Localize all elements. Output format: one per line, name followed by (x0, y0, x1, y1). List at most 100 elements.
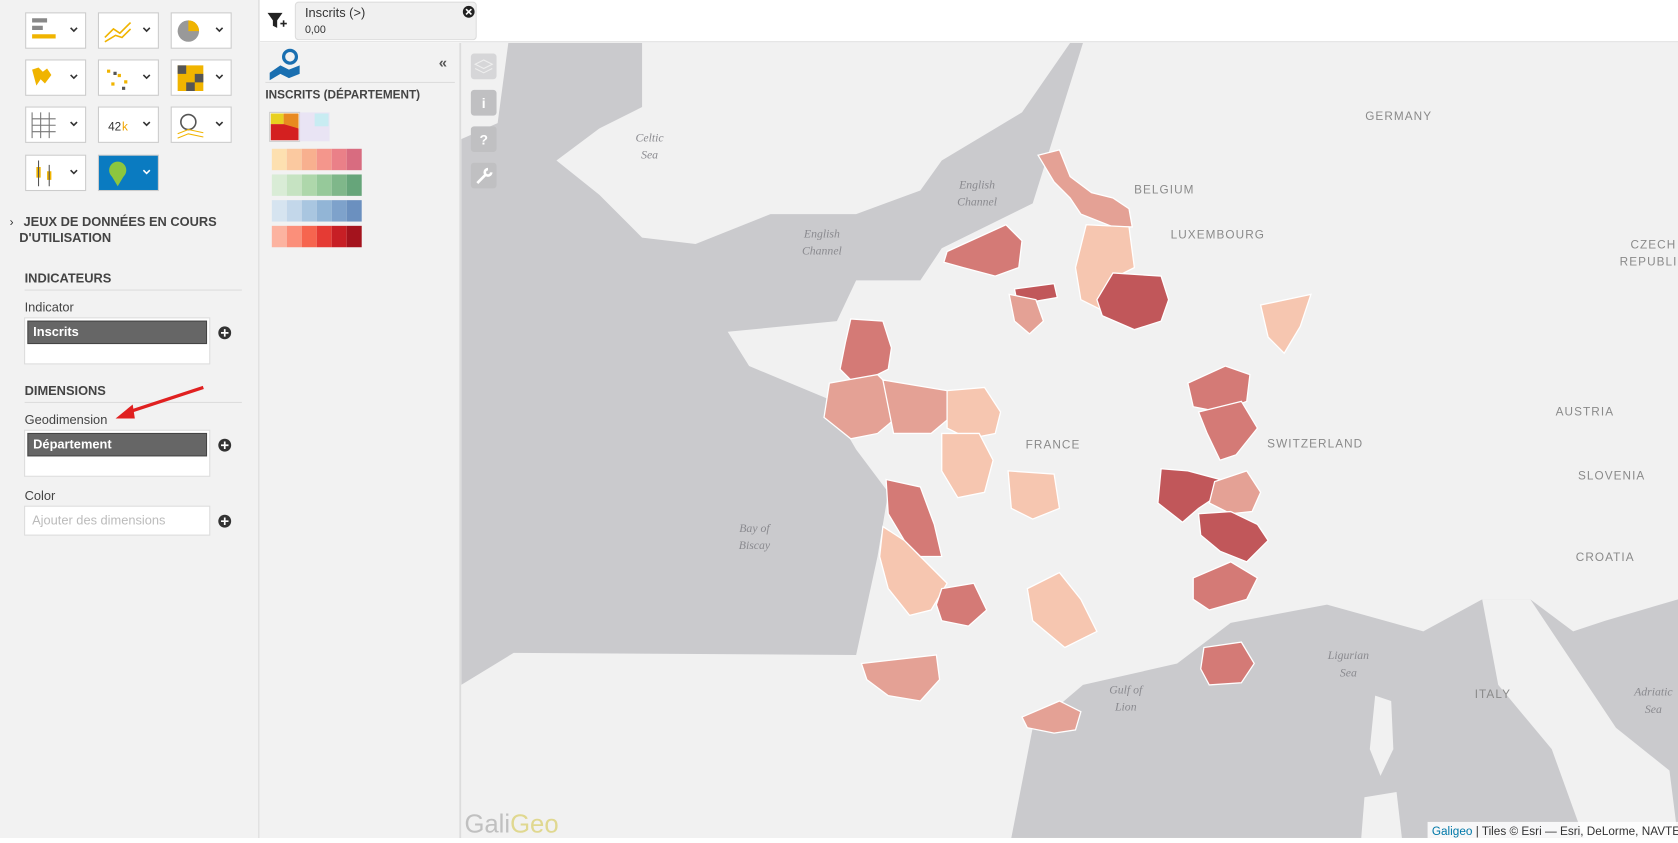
dropdown-caret[interactable] (142, 121, 151, 127)
dropdown-caret[interactable] (142, 27, 151, 33)
map-label: SLOVENIA (1578, 469, 1645, 482)
palette-swatch[interactable] (301, 200, 317, 222)
add-icon[interactable] (220, 517, 229, 525)
map-tool-label[interactable]: i (482, 95, 486, 111)
drop-zone[interactable] (24, 505, 211, 536)
pill[interactable] (27, 320, 208, 345)
chart-button[interactable] (170, 12, 232, 49)
filter-chip[interactable] (294, 1, 477, 41)
palette-swatch[interactable] (301, 174, 317, 196)
department[interactable] (935, 582, 988, 627)
map-tool-icon[interactable] (473, 59, 494, 74)
dropdown-caret[interactable] (70, 74, 78, 80)
dropdown-caret[interactable] (215, 27, 224, 33)
map-tools[interactable]: i? (470, 53, 497, 189)
department[interactable] (1157, 468, 1221, 524)
department[interactable] (885, 478, 943, 558)
palette-swatch[interactable] (286, 225, 302, 248)
chart-button[interactable] (97, 154, 159, 192)
palette-swatch[interactable] (271, 225, 287, 248)
add-icon[interactable] (220, 329, 229, 337)
department[interactable] (941, 432, 994, 499)
dropdown-caret[interactable] (215, 74, 224, 80)
palette-swatch[interactable] (316, 174, 332, 196)
button-icon (32, 18, 48, 30)
dropdown-caret[interactable] (70, 27, 78, 33)
department[interactable] (1008, 293, 1045, 335)
department[interactable] (1200, 641, 1255, 686)
pill[interactable] (27, 432, 208, 457)
department[interactable] (1192, 561, 1259, 611)
chart-button[interactable] (97, 59, 159, 96)
palette-swatch[interactable] (316, 148, 332, 171)
dropdown-caret[interactable] (70, 169, 78, 175)
map-tool-label[interactable]: ? (479, 132, 488, 148)
collapse-button[interactable]: « (439, 54, 447, 71)
dropdown-caret[interactable] (215, 121, 224, 127)
department[interactable] (1096, 272, 1170, 331)
map[interactable]: Celtic Sea English Channel English Channel GER… (461, 42, 1678, 839)
chart-button[interactable] (25, 12, 87, 49)
section-title[interactable]: D'UTILISATION (19, 230, 111, 245)
palette-swatch[interactable] (346, 148, 362, 171)
department[interactable] (1007, 470, 1061, 520)
department[interactable] (1197, 510, 1269, 563)
pill-text[interactable]: Département (33, 436, 112, 451)
department[interactable] (1259, 293, 1312, 355)
watermark-part: Geo (510, 811, 559, 838)
button-icon (177, 128, 204, 139)
expand-icon[interactable]: › (10, 216, 14, 229)
department[interactable] (1037, 149, 1133, 228)
map-tool-icon[interactable] (476, 167, 493, 184)
palette-swatch[interactable] (286, 174, 302, 196)
palette-swatch[interactable] (286, 200, 302, 222)
filter-icon[interactable] (280, 20, 287, 27)
palette-swatch[interactable] (331, 225, 347, 248)
department[interactable] (943, 223, 1023, 277)
chart-button[interactable] (25, 154, 87, 192)
filter-label[interactable]: Inscrits (>) (305, 5, 365, 20)
filter-icon[interactable] (267, 12, 283, 28)
filter-value[interactable]: 0,00 (305, 24, 326, 36)
palette-swatch[interactable] (316, 200, 332, 222)
palette-swatch[interactable] (271, 200, 287, 222)
palette-swatch[interactable] (286, 148, 302, 171)
palette-swatch[interactable] (301, 148, 317, 171)
map-tool[interactable] (470, 53, 497, 80)
department[interactable] (1021, 700, 1082, 734)
dropdown-caret[interactable] (142, 74, 151, 80)
palette-swatch[interactable] (331, 174, 347, 196)
pill-text[interactable]: Inscrits (33, 324, 79, 339)
palette-swatch[interactable] (346, 174, 362, 196)
department[interactable] (879, 525, 948, 617)
department[interactable] (946, 386, 1002, 440)
close-icon[interactable] (465, 8, 472, 16)
palette-swatch[interactable] (331, 148, 347, 171)
palettes[interactable] (271, 148, 362, 248)
palette-swatch[interactable] (271, 148, 287, 171)
chart-button[interactable] (97, 106, 159, 143)
palette-swatch[interactable] (316, 225, 332, 248)
map-tool[interactable] (470, 126, 497, 152)
palette-swatch[interactable] (331, 200, 347, 222)
palette-swatch[interactable] (346, 225, 362, 248)
department[interactable] (860, 654, 941, 702)
palette-swatch[interactable] (271, 174, 287, 196)
palette-swatch[interactable] (346, 200, 362, 222)
section-title[interactable]: JEUX DE DONNÉES EN COURS (24, 214, 218, 229)
add-icon[interactable] (220, 441, 229, 449)
dropdown-caret[interactable] (70, 121, 78, 127)
department[interactable] (1208, 470, 1262, 515)
department[interactable] (1197, 400, 1259, 461)
placeholder[interactable]: Ajouter des dimensions (32, 512, 165, 527)
map-tool[interactable] (470, 89, 497, 116)
department[interactable] (1187, 365, 1251, 413)
dropdown-caret[interactable] (142, 169, 151, 175)
palette-swatch[interactable] (301, 225, 317, 248)
button-icon (109, 161, 127, 179)
department[interactable] (1026, 571, 1098, 649)
departments[interactable] (823, 149, 1312, 734)
department[interactable] (823, 373, 898, 440)
attribution-link[interactable]: Galigeo (1432, 825, 1473, 838)
map-icon (269, 65, 300, 81)
